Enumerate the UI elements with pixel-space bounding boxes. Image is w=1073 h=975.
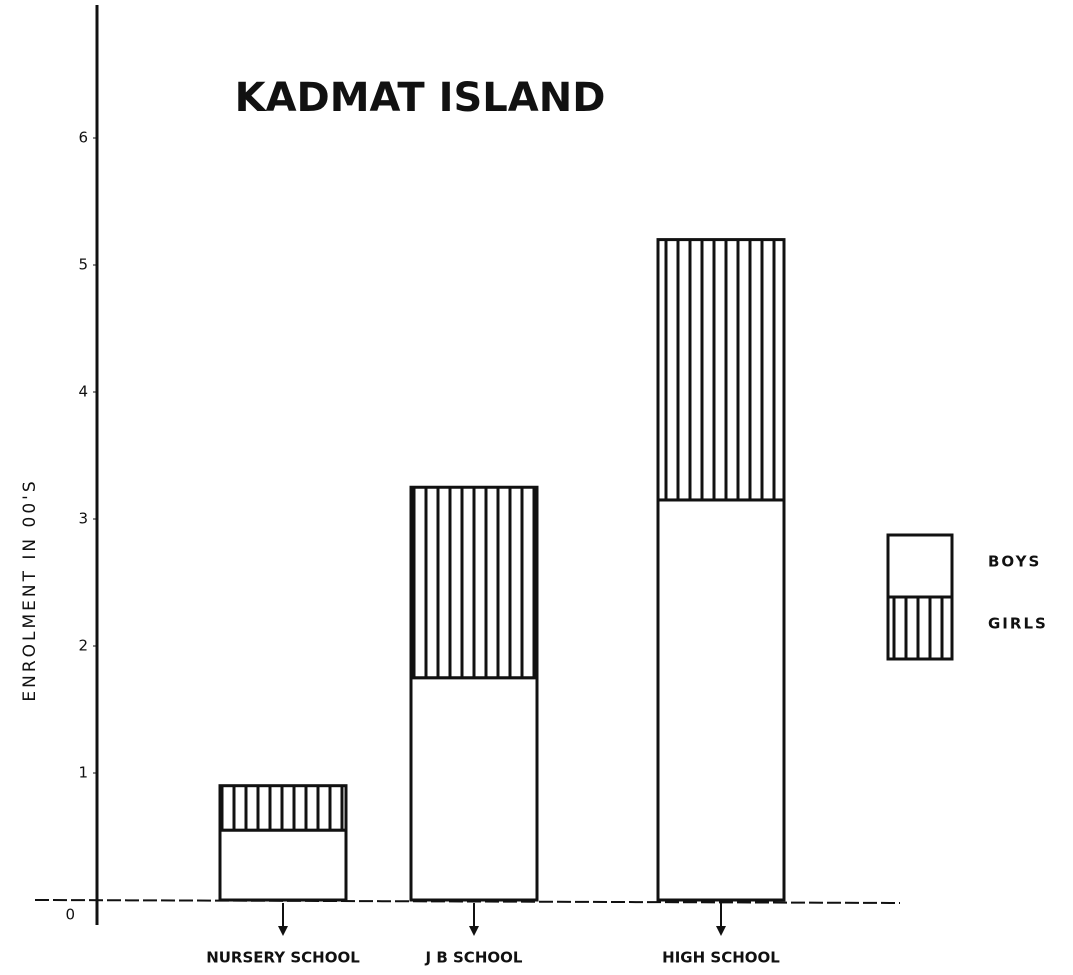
arrow-head xyxy=(278,926,288,936)
x-tick-label: NURSERY SCHOOL xyxy=(206,949,360,967)
legend-swatch xyxy=(886,533,954,599)
y-tick-label: 3 xyxy=(78,510,88,528)
chart-title: KADMAT ISLAND xyxy=(235,75,606,121)
arrow-head xyxy=(469,926,479,936)
y-tick-label: 5 xyxy=(78,256,88,274)
y-tick-label: 1 xyxy=(78,764,88,782)
bar-segment xyxy=(409,485,539,680)
bar-segment xyxy=(656,238,786,502)
y-tick-label: 4 xyxy=(78,383,88,401)
bar-segment xyxy=(218,828,348,902)
y-tick-label: 0 xyxy=(65,906,75,924)
arrow-head xyxy=(716,926,726,936)
legend-label: GIRLS xyxy=(988,615,1048,633)
y-axis-label: ENROLMENT IN 00'S xyxy=(20,478,40,701)
y-tick-label: 6 xyxy=(78,129,88,147)
x-tick-label: HIGH SCHOOL xyxy=(662,949,780,967)
y-tick-label: 2 xyxy=(78,637,88,655)
bar-segment xyxy=(218,784,348,832)
x-tick-label: J B SCHOOL xyxy=(425,949,523,967)
bar-segment xyxy=(409,676,539,902)
legend-label: BOYS xyxy=(988,553,1041,571)
bar-segment xyxy=(656,498,786,902)
legend-swatch xyxy=(886,595,954,661)
